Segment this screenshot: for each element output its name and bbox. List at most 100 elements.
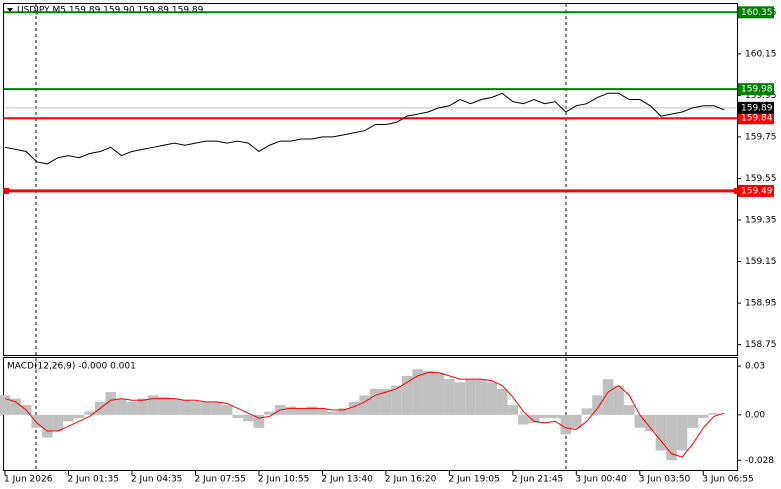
x-tick-label: 1 Jun 2026 — [4, 475, 53, 485]
macd-bar — [359, 395, 371, 415]
macd-bar — [708, 413, 720, 415]
x-tick-label: 2 Jun 13:40 — [321, 475, 373, 485]
macd-bar — [634, 414, 646, 428]
macd-bar — [232, 414, 244, 419]
macd-bar — [200, 401, 212, 415]
x-tick-label: 2 Jun 10:55 — [258, 475, 309, 485]
macd-bar — [422, 370, 434, 415]
macd-bar — [666, 414, 677, 461]
macd-bar — [496, 388, 508, 415]
macd-bar — [190, 401, 201, 415]
macd-bar — [507, 405, 519, 415]
macd-bar — [84, 411, 95, 415]
y-tick-label: -0.028 — [745, 456, 774, 466]
macd-bar — [475, 379, 487, 415]
y-tick-label: 0.03 — [745, 362, 765, 372]
macd-bar — [623, 405, 635, 415]
macd-bar — [571, 414, 582, 428]
level-label: 159.49 — [741, 186, 773, 196]
x-tick-label: 3 Jun 00:40 — [575, 475, 627, 485]
macd-bar — [454, 382, 466, 415]
macd-bar — [179, 400, 191, 415]
macd-bar — [158, 396, 169, 415]
macd-title: MACD(12,26,9) -0.000 0.001 — [7, 362, 136, 372]
macd-bar — [116, 398, 127, 415]
macd-bar — [645, 414, 656, 432]
macd-bar — [581, 408, 593, 415]
price-line — [4, 92, 725, 165]
macd-bar — [391, 385, 402, 415]
macd-bar — [592, 395, 603, 415]
macd-bar — [338, 408, 349, 415]
last-price-label: 159.89 — [741, 103, 773, 113]
macd-bar — [285, 406, 296, 415]
level-label-box — [738, 83, 774, 96]
macd-bar — [486, 382, 497, 415]
x-tick-label: 2 Jun 19:05 — [448, 475, 499, 485]
macd-bar — [444, 379, 455, 415]
macd-bar — [73, 414, 85, 419]
macd-bar — [253, 414, 265, 428]
macd-bar — [317, 408, 328, 415]
macd-bar — [0, 395, 11, 415]
x-tick-label: 2 Jun 21:45 — [512, 475, 563, 485]
macd-bar — [327, 411, 339, 415]
macd-bar — [31, 414, 43, 428]
x-tick-label: 2 Jun 07:55 — [194, 475, 245, 485]
macd-bar — [370, 388, 381, 415]
macd-bar — [433, 372, 445, 415]
macd-bar — [243, 414, 254, 422]
y-tick-label: 160.15 — [745, 49, 777, 59]
macd-bar — [528, 414, 540, 423]
macd-bar — [697, 414, 709, 419]
macd-bar — [10, 398, 21, 415]
chart-title: USDJPY,M5 159.89 159.90 159.89 159.89 — [17, 6, 204, 16]
macd-bar — [560, 414, 572, 435]
level-label: 159.84 — [741, 114, 773, 124]
level-label-box — [738, 6, 774, 19]
level-handle — [734, 187, 740, 194]
level-label-box — [738, 184, 774, 197]
x-tick-label: 2 Jun 04:35 — [131, 475, 182, 485]
menu-arrow — [7, 8, 13, 12]
last-price-box — [738, 101, 774, 114]
macd-bar — [211, 401, 222, 415]
macd-bar — [401, 375, 413, 415]
macd-bar — [687, 414, 698, 428]
y-tick-label: 159.35 — [745, 216, 777, 226]
macd-bar — [221, 405, 233, 415]
y-tick-label: 159.55 — [745, 174, 777, 184]
macd-bar — [63, 414, 74, 422]
y-tick-label: 158.95 — [745, 299, 777, 309]
macd-bar — [465, 379, 476, 415]
signal-line — [4, 372, 725, 458]
macd-bar — [348, 401, 360, 415]
y-tick-label: 158.75 — [745, 340, 777, 350]
macd-bar — [42, 414, 53, 438]
level-label-box — [738, 112, 774, 125]
price-frame — [3, 3, 738, 356]
level-label: 159.98 — [741, 85, 773, 95]
macd-bar — [105, 392, 117, 415]
level-handle — [3, 187, 9, 194]
macd-bar — [613, 385, 624, 415]
macd-bar — [549, 414, 561, 419]
macd-bar — [518, 414, 529, 425]
y-tick-label: 159.95 — [745, 91, 777, 101]
macd-bar — [126, 401, 138, 415]
macd-bar — [539, 414, 550, 419]
macd-bar — [264, 411, 275, 415]
macd-bar — [412, 369, 423, 415]
macd-bar — [602, 379, 614, 415]
macd-bar — [168, 398, 180, 415]
x-tick-label: 2 Jun 01:35 — [67, 475, 118, 485]
x-tick-label: 3 Jun 03:50 — [639, 475, 691, 485]
macd-bar — [52, 414, 64, 432]
y-tick-label: 0.00 — [745, 410, 765, 420]
y-tick-label: 159.75 — [745, 132, 777, 142]
x-tick-label: 2 Jun 16:20 — [385, 475, 437, 485]
macd-bar — [295, 408, 307, 415]
y-tick-label: 159.15 — [745, 257, 777, 267]
level-label: 160.35 — [741, 8, 773, 18]
